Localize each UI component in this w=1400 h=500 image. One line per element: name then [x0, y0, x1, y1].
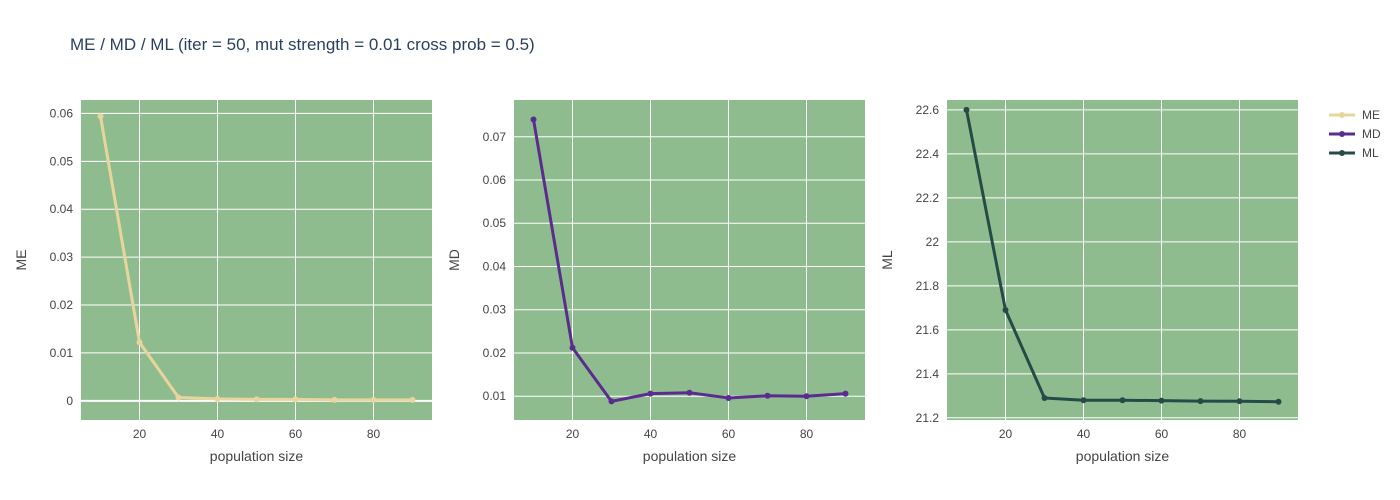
- x-tick-label: 80: [1233, 427, 1247, 441]
- y-tick-label: 0.07: [483, 130, 507, 144]
- data-point-md[interactable]: [842, 390, 849, 397]
- data-point-me[interactable]: [97, 113, 104, 120]
- x-tick-label: 20: [566, 427, 580, 441]
- data-point-md[interactable]: [725, 394, 732, 401]
- y-axis-label: MD: [446, 249, 462, 271]
- y-tick-label: 0.05: [483, 216, 507, 230]
- data-point-me[interactable]: [214, 395, 221, 402]
- y-tick-label: 0.04: [483, 259, 507, 273]
- legend-marker: [1339, 150, 1345, 156]
- y-tick-label: 21.2: [916, 411, 940, 425]
- chart-title: ME / MD / ML (iter = 50, mut strength = …: [70, 35, 535, 54]
- data-point-ml[interactable]: [1041, 395, 1048, 402]
- x-tick-label: 20: [133, 427, 147, 441]
- x-tick-label: 60: [722, 427, 736, 441]
- subplot-me: 20 40 60 80 0 0.01 0.02 0.03 0.04 0.05 0.06 populat…: [13, 100, 432, 464]
- legend-label: ML: [1362, 146, 1379, 160]
- data-point-me[interactable]: [331, 396, 338, 403]
- y-tick-label: 0.04: [50, 202, 74, 216]
- y-tick-label: 22: [926, 235, 940, 249]
- y-tick-label: 22.2: [916, 191, 940, 205]
- data-point-md[interactable]: [803, 393, 810, 400]
- x-tick-label: 80: [800, 427, 814, 441]
- subplot-md: 20 40 60 80 0.01 0.02 0.03 0.04 0.05 0.06 0.07 popu…: [446, 100, 865, 464]
- legend-marker: [1339, 112, 1345, 118]
- x-axis-label: population size: [1076, 448, 1170, 464]
- y-tick-label: 0.02: [483, 346, 507, 360]
- legend-item-ml[interactable]: ML: [1329, 146, 1379, 160]
- y-tick-label: 21.8: [916, 279, 940, 293]
- y-axis-label: ME: [13, 250, 29, 271]
- data-point-ml[interactable]: [1275, 398, 1282, 405]
- x-axis-label: population size: [643, 448, 737, 464]
- data-point-md[interactable]: [569, 344, 576, 351]
- y-tick-label: 22.6: [916, 103, 940, 117]
- subplot-ml: 20 40 60 80 21.2 21.4 21.6 21.8 22 22.2 22.4 22.6 po…: [879, 100, 1298, 464]
- y-tick-label: 0.05: [50, 154, 74, 168]
- data-point-ml[interactable]: [1080, 397, 1087, 404]
- data-point-me[interactable]: [253, 396, 260, 403]
- data-point-md[interactable]: [686, 389, 693, 396]
- data-point-ml[interactable]: [963, 106, 970, 113]
- y-tick-label: 0.01: [50, 346, 74, 360]
- data-point-me[interactable]: [409, 396, 416, 403]
- x-tick-label: 40: [644, 427, 658, 441]
- data-point-me[interactable]: [175, 394, 182, 401]
- legend-label: ME: [1362, 108, 1380, 122]
- y-tick-label: 0.06: [483, 173, 507, 187]
- y-tick-label: 0: [66, 394, 73, 408]
- data-point-me[interactable]: [136, 339, 143, 346]
- plot-area: [81, 100, 432, 420]
- legend-item-me[interactable]: ME: [1329, 108, 1380, 122]
- data-point-me[interactable]: [292, 396, 299, 403]
- y-tick-label: 0.03: [483, 303, 507, 317]
- y-axis-label: ML: [879, 250, 895, 270]
- subplots: 20 40 60 80 0 0.01 0.02 0.03 0.04 0.05 0.06 populat…: [13, 100, 1298, 464]
- y-tick-label: 21.6: [916, 323, 940, 337]
- x-tick-label: 60: [1155, 427, 1169, 441]
- data-point-md[interactable]: [764, 392, 771, 399]
- x-tick-label: 40: [211, 427, 225, 441]
- y-tick-label: 0.01: [483, 389, 507, 403]
- data-point-md[interactable]: [647, 390, 654, 397]
- y-tick-label: 0.06: [50, 106, 74, 120]
- legend-marker: [1339, 131, 1345, 137]
- x-tick-label: 80: [367, 427, 381, 441]
- x-tick-label: 40: [1077, 427, 1091, 441]
- legend-item-md[interactable]: MD: [1329, 127, 1381, 141]
- data-point-md[interactable]: [530, 116, 537, 123]
- plot-area: [514, 100, 865, 420]
- legend[interactable]: ME MD ML: [1329, 108, 1381, 160]
- x-tick-label: 60: [289, 427, 303, 441]
- y-tick-label: 0.03: [50, 250, 74, 264]
- data-point-md[interactable]: [608, 398, 615, 405]
- data-point-ml[interactable]: [1158, 397, 1165, 404]
- x-axis-label: population size: [210, 448, 304, 464]
- data-point-ml[interactable]: [1119, 397, 1126, 404]
- plot-area: [947, 100, 1298, 420]
- x-tick-label: 20: [999, 427, 1013, 441]
- y-tick-label: 22.4: [916, 147, 940, 161]
- data-point-me[interactable]: [370, 396, 377, 403]
- data-point-ml[interactable]: [1236, 398, 1243, 405]
- y-tick-label: 0.02: [50, 298, 74, 312]
- data-point-ml[interactable]: [1002, 307, 1009, 314]
- y-tick-label: 21.4: [916, 367, 940, 381]
- data-point-ml[interactable]: [1197, 398, 1204, 405]
- legend-label: MD: [1362, 127, 1381, 141]
